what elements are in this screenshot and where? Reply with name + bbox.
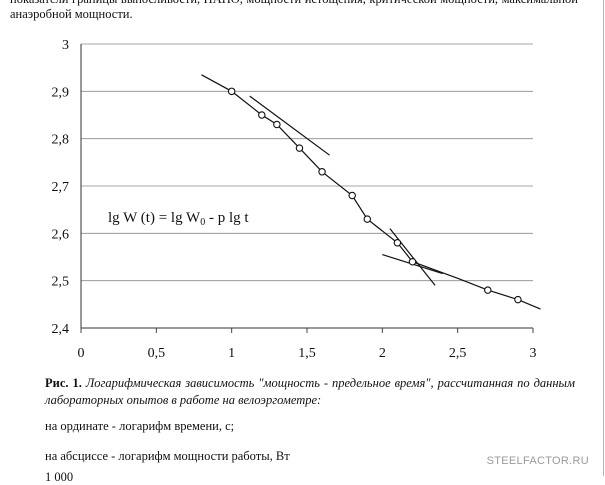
- chart-lines: [201, 74, 541, 310]
- site-watermark: STEELFACTOR.RU: [486, 455, 589, 467]
- formula-subscript: 0: [200, 217, 205, 228]
- y-tick-label: 3: [62, 38, 69, 53]
- y-tick-label: 2,9: [52, 85, 70, 100]
- y-tick-label: 2,4: [52, 322, 70, 337]
- y-tick-label: 2,5: [52, 275, 70, 290]
- chart-axes: [80, 44, 534, 333]
- x-tick-label: 1: [228, 346, 235, 361]
- data-point: [227, 87, 236, 96]
- x-tick-label: 0,5: [148, 346, 166, 361]
- y-tick-label: 2,6: [52, 227, 70, 242]
- abscissa-note: на абсциссе - логарифм мощности работы, …: [45, 449, 290, 463]
- x-tick-label: 0: [78, 346, 85, 361]
- figure-caption: Рис. 1. Логарифмическая зависимость "мощ…: [45, 375, 575, 409]
- log-power-time-chart: 2,4 2,5 2,6 2,7 2,8 2,9 3 0 0,5 1 1,5 2 2,5 3 lg W (…: [52, 38, 541, 361]
- data-point: [318, 168, 326, 176]
- y-tick-labels: 2,4 2,5 2,6 2,7 2,8 2,9 3: [52, 38, 70, 337]
- x-tick-label: 1,5: [298, 346, 316, 361]
- x-tick-labels: 0 0,5 1 1,5 2 2,5 3: [78, 346, 537, 361]
- formula-part-a: lg W (t) = lg W: [108, 210, 201, 226]
- data-point: [348, 191, 356, 200]
- curve-line: [201, 74, 541, 310]
- data-point: [408, 257, 417, 266]
- tangent-1-line: [249, 95, 330, 156]
- chart-grid: [81, 43, 533, 282]
- formula-part-b: - p lg t: [205, 210, 249, 226]
- x-tick-label: 2: [379, 346, 386, 361]
- formula-annotation: lg W (t) = lg W0 - p lg t: [108, 210, 249, 228]
- data-points: [227, 87, 522, 304]
- figure-caption-text: Логарифмическая зависимость "мощность - …: [45, 376, 575, 407]
- x-tick-label: 2,5: [449, 346, 467, 361]
- x-tick-label: 3: [530, 346, 537, 361]
- data-point: [273, 120, 281, 129]
- trailing-note: 1 000: [45, 470, 74, 484]
- data-point: [393, 239, 402, 247]
- ordinate-note: на ординате - логарифм времени, с;: [45, 419, 235, 433]
- figure-number: Рис. 1.: [45, 376, 82, 390]
- y-tick-label: 2,7: [52, 180, 70, 195]
- y-tick-label: 2,8: [52, 133, 70, 148]
- intro-paragraph: показатели границы выносливости, ПАНО, м…: [10, 0, 578, 21]
- data-point: [514, 295, 522, 304]
- data-point: [363, 215, 372, 223]
- data-point: [484, 286, 492, 294]
- data-point: [258, 111, 266, 119]
- page-border: [603, 0, 604, 476]
- data-point: [295, 144, 304, 152]
- tangent-3-line: [389, 228, 436, 286]
